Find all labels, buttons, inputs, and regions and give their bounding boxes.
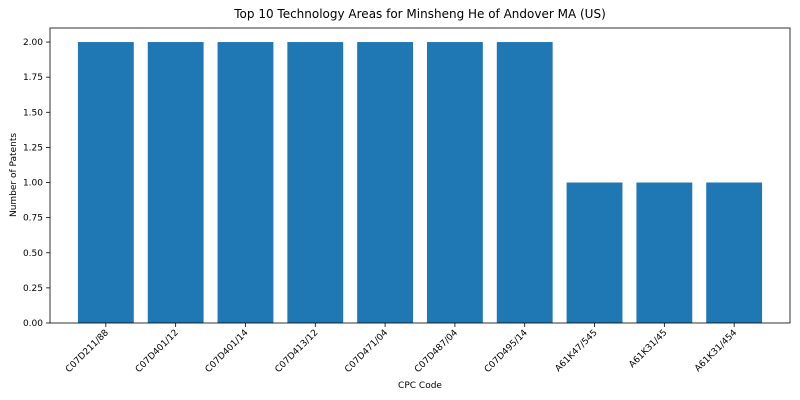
x-tick-label: C07D487/04 xyxy=(413,328,460,375)
x-tick-label: C07D401/14 xyxy=(204,328,251,375)
bars-group xyxy=(78,42,762,323)
x-tick-label: A61K31/454 xyxy=(693,328,739,374)
x-tick-label: C07D495/14 xyxy=(483,328,530,375)
x-tick-label: A61K31/45 xyxy=(627,328,669,370)
y-tick-label: 0.25 xyxy=(23,284,43,294)
y-tick-label: 2.00 xyxy=(23,38,43,48)
x-tick-label: C07D211/88 xyxy=(64,328,111,375)
y-axis-label: Number of Patents xyxy=(9,133,19,217)
x-tick-label: C07D401/12 xyxy=(134,328,181,375)
x-axis-ticks: C07D211/88 C07D401/12 C07D401/14 C07D413/12… xyxy=(64,323,739,375)
bar-C07D413/12 xyxy=(287,42,343,323)
bar-A61K31/45 xyxy=(636,183,692,323)
x-tick-label: A61K47/545 xyxy=(554,328,600,374)
bar-C07D487/04 xyxy=(427,42,483,323)
chart-title: Top 10 Technology Areas for Minsheng He … xyxy=(233,7,606,21)
y-axis-ticks: 0.00 0.25 0.50 0.75 1.00 1.25 1.50 1.75 2.00 xyxy=(23,38,50,329)
y-tick-label: 1.25 xyxy=(23,143,43,153)
x-axis-label: CPC Code xyxy=(398,381,442,391)
y-tick-label: 1.00 xyxy=(23,179,43,189)
bar-C07D401/12 xyxy=(148,42,204,323)
y-tick-label: 1.75 xyxy=(23,73,43,83)
x-tick-label: C07D471/04 xyxy=(343,328,390,375)
bar-A61K47/545 xyxy=(567,183,623,323)
bar-C07D211/88 xyxy=(78,42,134,323)
y-tick-label: 1.50 xyxy=(23,108,43,118)
y-tick-label: 0.75 xyxy=(23,214,43,224)
bar-C07D495/14 xyxy=(497,42,553,323)
x-tick-label: C07D413/12 xyxy=(273,328,320,375)
bar-C07D401/14 xyxy=(218,42,274,323)
bar-A61K31/454 xyxy=(706,183,762,323)
y-tick-label: 0.00 xyxy=(23,319,43,329)
bar-C07D471/04 xyxy=(357,42,413,323)
y-tick-label: 0.50 xyxy=(23,249,43,259)
